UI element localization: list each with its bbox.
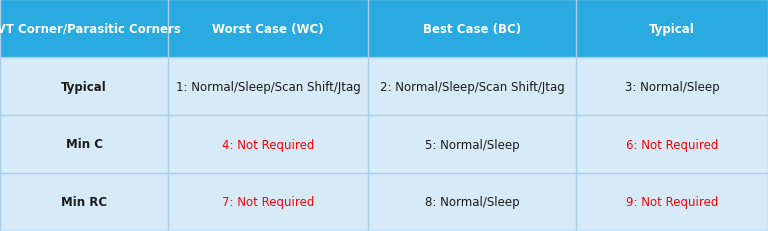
Text: 5: Normal/Sleep: 5: Normal/Sleep xyxy=(425,138,519,151)
Text: Min RC: Min RC xyxy=(61,196,107,209)
Text: 3: Normal/Sleep: 3: Normal/Sleep xyxy=(624,80,720,93)
Bar xyxy=(368,116,576,173)
Text: 1: Normal/Sleep/Scan Shift/Jtag: 1: Normal/Sleep/Scan Shift/Jtag xyxy=(176,80,360,93)
Bar xyxy=(168,58,368,116)
Bar xyxy=(576,173,768,231)
Bar xyxy=(0,58,168,116)
Text: 7: Not Required: 7: Not Required xyxy=(222,196,314,209)
Bar xyxy=(576,116,768,173)
Text: 8: Normal/Sleep: 8: Normal/Sleep xyxy=(425,196,519,209)
Text: Best Case (BC): Best Case (BC) xyxy=(423,22,521,35)
Bar xyxy=(0,0,168,58)
Bar xyxy=(368,173,576,231)
Text: Min C: Min C xyxy=(65,138,102,151)
Text: 6: Not Required: 6: Not Required xyxy=(626,138,718,151)
Text: 9: Not Required: 9: Not Required xyxy=(626,196,718,209)
Text: Worst Case (WC): Worst Case (WC) xyxy=(212,22,324,35)
Bar xyxy=(168,173,368,231)
Bar xyxy=(168,0,368,58)
Bar xyxy=(0,116,168,173)
Bar xyxy=(576,0,768,58)
Text: 4: Not Required: 4: Not Required xyxy=(222,138,314,151)
Bar xyxy=(0,173,168,231)
Text: 2: Normal/Sleep/Scan Shift/Jtag: 2: Normal/Sleep/Scan Shift/Jtag xyxy=(379,80,564,93)
Text: Typical: Typical xyxy=(61,80,107,93)
Bar xyxy=(368,0,576,58)
Text: PVT Corner/Parasitic Corners: PVT Corner/Parasitic Corners xyxy=(0,22,180,35)
Bar xyxy=(168,116,368,173)
Text: Typical: Typical xyxy=(649,22,695,35)
Bar xyxy=(368,58,576,116)
Bar xyxy=(576,58,768,116)
